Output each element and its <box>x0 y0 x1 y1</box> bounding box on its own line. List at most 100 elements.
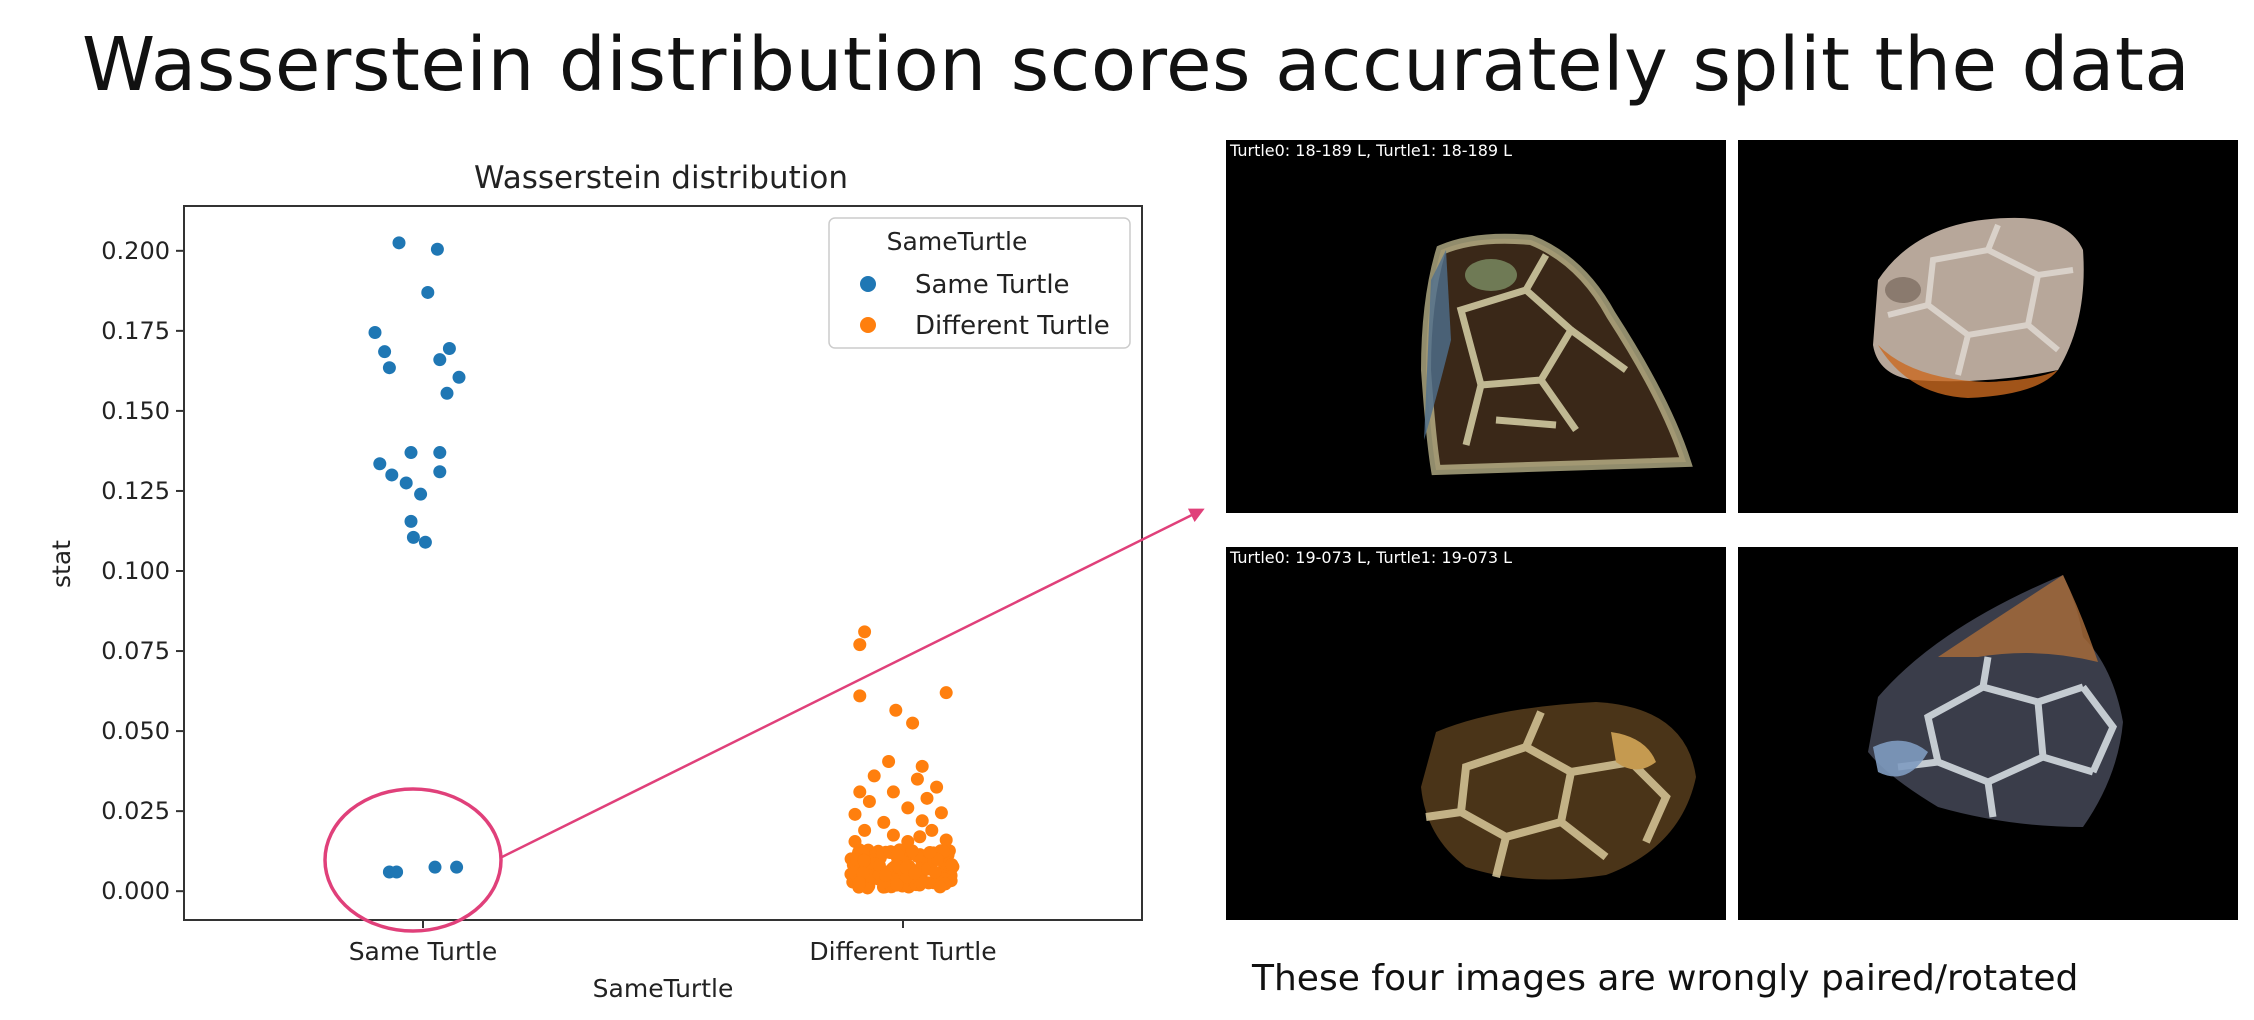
panel-label: Turtle0: 19-073 L, Turtle1: 19-073 L <box>1230 548 1513 567</box>
turtle-head-image <box>1420 233 1693 476</box>
point-different-turtle <box>910 772 924 786</box>
point-different-turtle <box>890 878 904 892</box>
point-same-turtle <box>428 860 442 874</box>
y-axis-label: stat <box>47 540 76 588</box>
turtle-image-panel-4 <box>1738 547 2238 920</box>
point-different-turtle <box>908 866 922 880</box>
y-tick-label: 0.075 <box>101 637 170 665</box>
point-different-turtle <box>934 806 948 820</box>
chart: Wasserstein distribution 0.000 0.025 0.050… <box>47 160 1205 1003</box>
point-different-turtle <box>930 780 944 794</box>
point-different-turtle <box>939 686 953 700</box>
point-different-turtle <box>878 868 892 882</box>
point-same-turtle <box>414 487 428 501</box>
point-different-turtle <box>886 828 900 842</box>
point-same-turtle <box>418 535 432 549</box>
turtle-head-image <box>1421 702 1696 880</box>
point-different-turtle <box>877 815 891 829</box>
annotation-arrow <box>499 508 1205 860</box>
point-same-turtle <box>433 353 447 367</box>
point-different-turtle <box>853 689 867 703</box>
panel-label: Turtle0: 18-189 L, Turtle1: 18-189 L <box>1230 141 1513 160</box>
x-tick-label: Same Turtle <box>349 937 498 966</box>
point-same-turtle <box>433 446 447 460</box>
caption: These four images are wrongly paired/rot… <box>1252 958 2079 999</box>
point-different-turtle <box>872 858 886 872</box>
point-different-turtle <box>925 823 939 837</box>
point-different-turtle <box>848 807 862 821</box>
y-tick-label: 0.200 <box>101 237 170 265</box>
turtle-image-panel-3: Turtle0: 19-073 L, Turtle1: 19-073 L <box>1226 547 1726 920</box>
point-different-turtle <box>939 833 953 847</box>
y-tick-label: 0.175 <box>101 317 170 345</box>
point-same-turtle <box>450 860 464 874</box>
y-tick-label: 0.100 <box>101 557 170 585</box>
point-same-turtle <box>406 530 420 544</box>
point-different-turtle <box>905 844 919 858</box>
point-same-turtle <box>382 361 396 375</box>
plot-frame <box>183 205 1143 921</box>
point-different-turtle <box>858 823 872 837</box>
point-same-turtle <box>392 236 406 250</box>
point-same-turtle <box>385 468 399 482</box>
x-tick-label: Different Turtle <box>809 937 996 966</box>
turtle-image-panel-2 <box>1738 140 2238 513</box>
point-same-turtle <box>373 457 387 471</box>
legend: SameTurtle Same Turtle Different Turtle <box>828 217 1131 349</box>
y-tick-label: 0.125 <box>101 477 170 505</box>
point-different-turtle <box>853 785 867 799</box>
point-different-turtle <box>920 791 934 805</box>
point-different-turtle <box>886 785 900 799</box>
legend-marker-same <box>860 276 876 292</box>
point-same-turtle <box>399 476 413 490</box>
point-different-turtle <box>901 801 915 815</box>
point-same-turtle <box>378 345 392 359</box>
point-different-turtle <box>923 845 937 859</box>
y-tick-label: 0.025 <box>101 797 170 825</box>
point-different-turtle <box>928 865 942 879</box>
point-same-turtle <box>368 325 382 339</box>
legend-marker-different <box>860 317 876 333</box>
highlight-ellipse <box>323 787 503 933</box>
point-different-turtle <box>945 858 959 872</box>
turtle-head-image <box>1868 575 2123 827</box>
x-axis: Same Turtle Different Turtle <box>349 920 997 966</box>
point-same-turtle <box>442 341 456 355</box>
point-different-turtle <box>867 769 881 783</box>
chart-title: Wasserstein distribution <box>474 160 848 196</box>
turtle-head-image <box>1873 217 2084 398</box>
data-points <box>368 236 960 895</box>
point-different-turtle <box>862 795 876 809</box>
point-same-turtle <box>430 242 444 256</box>
point-same-turtle <box>440 386 454 400</box>
point-same-turtle <box>433 465 447 479</box>
point-different-turtle <box>891 848 905 862</box>
point-different-turtle <box>906 716 920 730</box>
y-tick-label: 0.150 <box>101 397 170 425</box>
point-different-turtle <box>852 876 866 890</box>
legend-box <box>828 217 1131 349</box>
legend-label-same: Same Turtle <box>915 270 1070 300</box>
point-same-turtle <box>421 285 435 299</box>
point-different-turtle <box>853 638 867 652</box>
y-tick-label: 0.000 <box>101 877 170 905</box>
point-different-turtle <box>858 625 872 639</box>
point-different-turtle <box>882 755 896 769</box>
y-tick-label: 0.050 <box>101 717 170 745</box>
point-same-turtle <box>404 446 418 460</box>
legend-label-different: Different Turtle <box>915 311 1110 341</box>
point-different-turtle <box>857 854 871 868</box>
point-different-turtle <box>915 759 929 773</box>
point-different-turtle <box>913 830 927 844</box>
x-axis-label: SameTurtle <box>593 974 734 1003</box>
point-same-turtle <box>390 865 404 879</box>
point-same-turtle <box>404 514 418 528</box>
turtle-image-panel-1: Turtle0: 18-189 L, Turtle1: 18-189 L <box>1226 140 1726 513</box>
point-different-turtle <box>889 703 903 717</box>
slide-title: Wasserstein distribution scores accurate… <box>82 22 2191 108</box>
legend-title: SameTurtle <box>887 227 1028 256</box>
point-different-turtle <box>915 814 929 828</box>
y-axis: 0.000 0.025 0.050 0.075 0.100 0.125 0.150 0.175… <box>101 237 184 905</box>
point-same-turtle <box>452 370 466 384</box>
point-different-turtle <box>933 880 947 894</box>
